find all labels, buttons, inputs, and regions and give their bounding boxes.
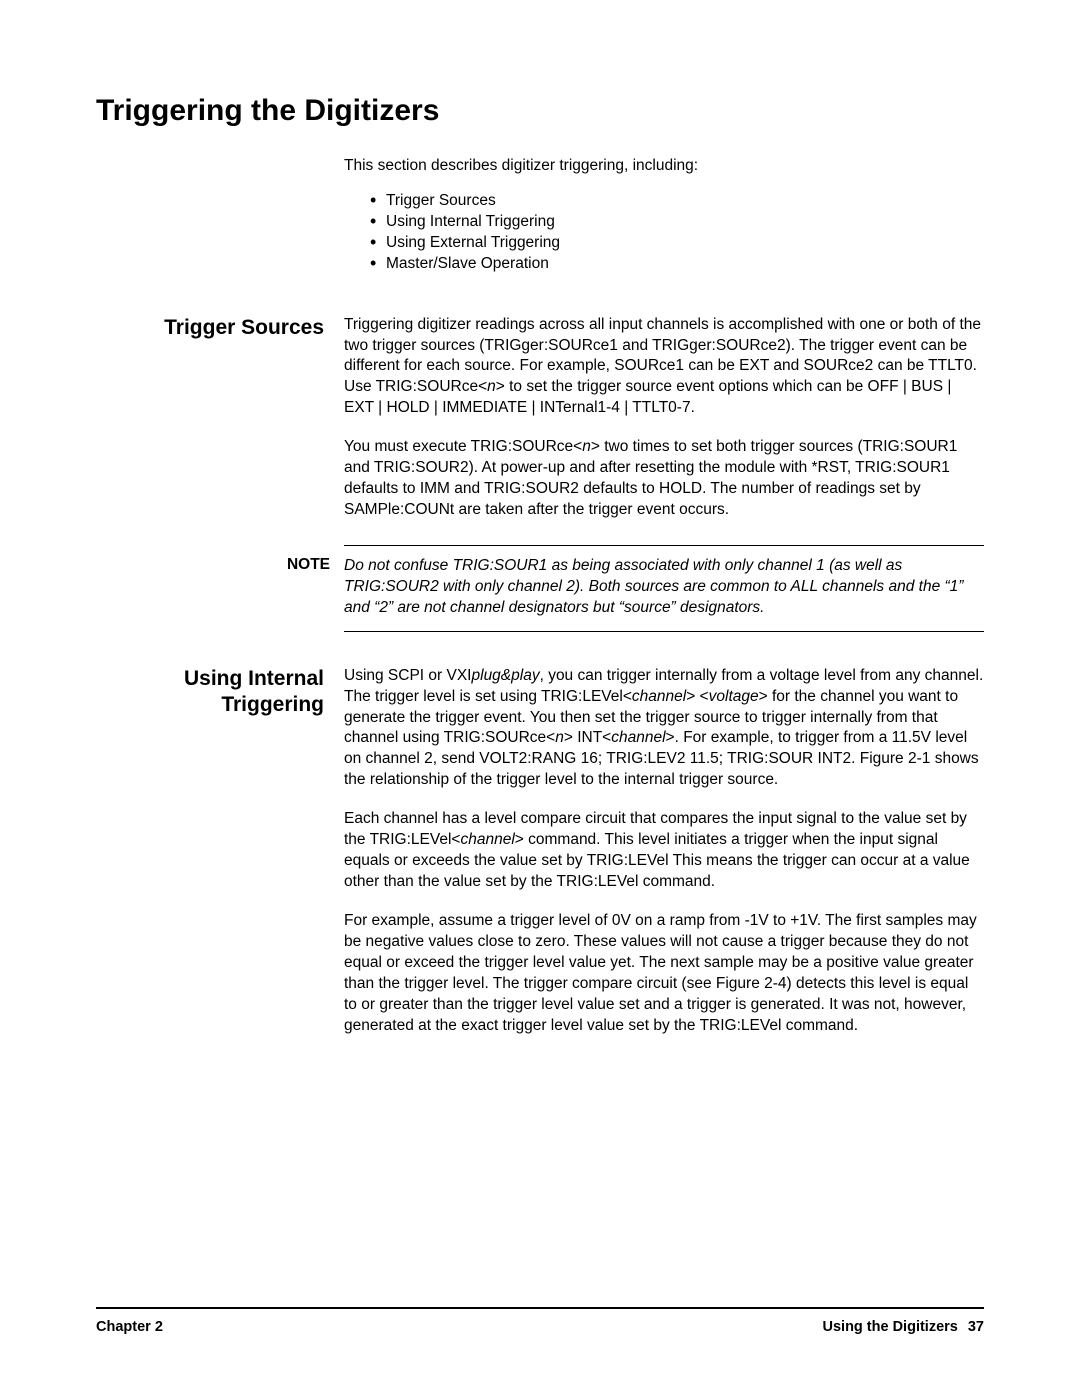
list-item: Trigger Sources <box>372 191 984 212</box>
divider <box>96 1307 984 1309</box>
paragraph: Using SCPI or VXIplug&play, you can trig… <box>344 666 984 792</box>
section-trigger-sources: Trigger Sources Triggering digitizer rea… <box>96 315 984 521</box>
list-item: Using Internal Triggering <box>372 212 984 233</box>
section-heading: Using Internal Triggering <box>96 666 344 1037</box>
page-footer: Chapter 2 Using the Digitizers37 <box>96 1307 984 1335</box>
paragraph: Triggering digitizer readings across all… <box>344 315 984 420</box>
section-heading: Trigger Sources <box>96 315 344 521</box>
note-label: NOTE <box>282 556 344 619</box>
paragraph: Each channel has a level compare circuit… <box>344 809 984 893</box>
section-body: Using SCPI or VXIplug&play, you can trig… <box>344 666 984 1037</box>
intro-paragraph: This section describes digitizer trigger… <box>344 156 984 177</box>
paragraph: You must execute TRIG:SOURce<n> two time… <box>344 437 984 521</box>
section-internal-triggering: Using Internal Triggering Using SCPI or … <box>96 666 984 1037</box>
section-body: Triggering digitizer readings across all… <box>344 315 984 521</box>
page-title: Triggering the Digitizers <box>96 94 984 128</box>
list-item: Using External Triggering <box>372 233 984 254</box>
paragraph: For example, assume a trigger level of 0… <box>344 911 984 1037</box>
list-item: Master/Slave Operation <box>372 254 984 275</box>
footer-chapter: Chapter 2 <box>96 1319 163 1335</box>
note-body: Do not confuse TRIG:SOUR1 as being assoc… <box>344 556 984 619</box>
intro-bullet-list: Trigger Sources Using Internal Triggerin… <box>372 191 984 275</box>
note-block: NOTE Do not confuse TRIG:SOUR1 as being … <box>344 545 984 632</box>
divider <box>344 631 984 632</box>
footer-title-page: Using the Digitizers37 <box>823 1319 985 1335</box>
